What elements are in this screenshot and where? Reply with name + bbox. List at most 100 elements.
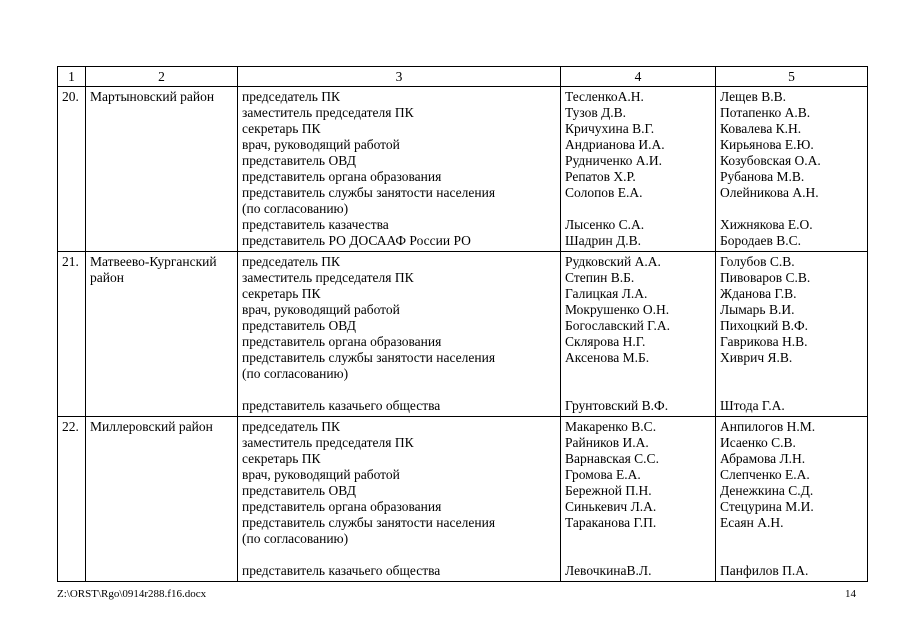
cell-line: Денежкина С.Д.: [720, 483, 814, 498]
cell-line: Есаян А.Н.: [720, 515, 784, 530]
cell-line: заместитель председателя ПК: [242, 105, 414, 120]
cell-line: Кричухина В.Г.: [565, 121, 655, 136]
names-column4-cell: Рудковский А.А. Степин В.Б. Галицкая Л.А. М…: [560, 251, 716, 417]
cell-line: [565, 201, 711, 217]
cell-line: [720, 382, 863, 398]
cell-line: Стецурина М.И.: [720, 499, 814, 514]
cell-line: представитель органа образования: [242, 334, 442, 349]
row-number-cell: 21.: [57, 251, 86, 417]
cell-line: Олейникова А.Н.: [720, 185, 819, 200]
cell-line: представитель службы занятости населения: [242, 185, 496, 200]
cell-line: Синькевич Л.А.: [565, 499, 657, 514]
table-row-21: 21. Матвеево-Курганский район председате…: [57, 251, 868, 417]
column-header-1: 1: [57, 66, 86, 87]
cell-line: (по согласованию): [242, 366, 349, 381]
cell-line: председатель ПК: [242, 254, 341, 269]
district-cell: Матвеево-Курганский район: [85, 251, 238, 417]
cell-line: [720, 547, 863, 563]
cell-line: Потапенко А.В.: [720, 105, 811, 120]
cell-line: Райников И.А.: [565, 435, 649, 450]
table-row-22: 22. Миллеровский район председатель ПК за…: [57, 416, 868, 582]
cell-line: Бережной П.Н.: [565, 483, 652, 498]
cell-line: представитель казачества: [242, 217, 389, 232]
cell-line: председатель ПК: [242, 89, 341, 104]
cell-line: Тараканова Г.П.: [565, 515, 657, 530]
cell-line: Ковалева К.Н.: [720, 121, 802, 136]
header-row: 1 2 3 4 5: [57, 66, 868, 87]
cell-line: (по согласованию): [242, 531, 349, 546]
cell-line: Козубовская О.А.: [720, 153, 821, 168]
table-header: 1 2 3 4 5: [57, 66, 868, 87]
names-column5-cell: Анпилогов Н.М. Исаенко С.В. Абрамова Л.Н. С…: [715, 416, 868, 582]
cell-line: ТесленкоА.Н.: [565, 89, 644, 104]
cell-line: Андрианова И.А.: [565, 137, 665, 152]
cell-line: Анпилогов Н.М.: [720, 419, 816, 434]
cell-line: представитель казачьего общества: [242, 398, 441, 413]
cell-line: Аксенова М.Б.: [565, 350, 650, 365]
committee-table: 1 2 3 4 5 20. Мартыновский район председ…: [57, 66, 868, 582]
cell-line: [720, 531, 863, 547]
positions-cell: председатель ПК заместитель председателя …: [237, 86, 561, 252]
column-header-4: 4: [560, 66, 716, 87]
table-body: 20. Мартыновский район председатель ПК за…: [57, 86, 868, 582]
cell-line: врач, руководящий работой: [242, 302, 400, 317]
cell-line: представитель ОВД: [242, 153, 356, 168]
cell-line: Грунтовский В.Ф.: [565, 398, 669, 413]
column-header-5: 5: [715, 66, 868, 87]
cell-line: Лымарь В.И.: [720, 302, 795, 317]
district-cell: Мартыновский район: [85, 86, 238, 252]
column-header-3: 3: [237, 66, 561, 87]
cell-line: представитель органа образования: [242, 499, 442, 514]
cell-line: Солопов Е.А.: [565, 185, 643, 200]
names-column4-cell: Макаренко В.С. Райников И.А. Варнавская С.…: [560, 416, 716, 582]
cell-line: секретарь ПК: [242, 286, 321, 301]
cell-line: Галицкая Л.А.: [565, 286, 648, 301]
district-cell: Миллеровский район: [85, 416, 238, 582]
cell-line: [565, 531, 711, 547]
cell-line: представитель службы занятости населения: [242, 350, 496, 365]
cell-line: врач, руководящий работой: [242, 137, 400, 152]
cell-line: Панфилов П.А.: [720, 563, 809, 578]
cell-line: Тузов Д.В.: [565, 105, 627, 120]
cell-line: Склярова Н.Г.: [565, 334, 646, 349]
cell-line: Мокрушенко О.Н.: [565, 302, 670, 317]
cell-line: представитель органа образования: [242, 169, 442, 184]
footer-page-number: 14: [845, 588, 856, 600]
cell-line: Рубанова М.В.: [720, 169, 805, 184]
cell-line: [720, 366, 863, 382]
cell-line: Штода Г.А.: [720, 398, 785, 413]
cell-line: [720, 201, 863, 217]
cell-line: Рудниченко А.И.: [565, 153, 662, 168]
table-row-20: 20. Мартыновский район председатель ПК за…: [57, 86, 868, 252]
cell-line: ЛевочкинаВ.Л.: [565, 563, 652, 578]
cell-line: представитель казачьего общества: [242, 563, 441, 578]
positions-cell: председатель ПК заместитель председателя …: [237, 251, 561, 417]
cell-line: Шадрин Д.В.: [565, 233, 642, 248]
cell-line: Громова Е.А.: [565, 467, 641, 482]
cell-line: секретарь ПК: [242, 451, 321, 466]
cell-line: представитель ОВД: [242, 318, 356, 333]
cell-line: [565, 547, 711, 563]
cell-line: Рудковский А.А.: [565, 254, 661, 269]
cell-line: представитель службы занятости населения: [242, 515, 496, 530]
cell-line: врач, руководящий работой: [242, 467, 400, 482]
cell-line: Жданова Г.В.: [720, 286, 797, 301]
cell-line: Слепченко Е.А.: [720, 467, 810, 482]
cell-line: представитель РО ДОСААФ России РО: [242, 233, 471, 248]
footer-file-path: Z:\ORST\Rgo\0914r288.f16.docx: [57, 588, 207, 600]
cell-line: Лысенко С.А.: [565, 217, 645, 232]
cell-line: представитель ОВД: [242, 483, 356, 498]
cell-line: председатель ПК: [242, 419, 341, 434]
cell-line: Репатов Х.Р.: [565, 169, 636, 184]
names-column5-cell: Голубов С.В. Пивоваров С.В. Жданова Г.В. Лы…: [715, 251, 868, 417]
positions-cell: председатель ПК заместитель председателя …: [237, 416, 561, 582]
cell-line: [242, 382, 556, 398]
cell-line: Степин В.Б.: [565, 270, 635, 285]
cell-line: Лещев В.В.: [720, 89, 786, 104]
cell-line: (по согласованию): [242, 201, 349, 216]
cell-line: Кирьянова Е.Ю.: [720, 137, 814, 152]
names-column5-cell: Лещев В.В. Потапенко А.В. Ковалева К.Н. Кир…: [715, 86, 868, 252]
row-number-cell: 20.: [57, 86, 86, 252]
cell-line: Пихоцкий В.Ф.: [720, 318, 808, 333]
